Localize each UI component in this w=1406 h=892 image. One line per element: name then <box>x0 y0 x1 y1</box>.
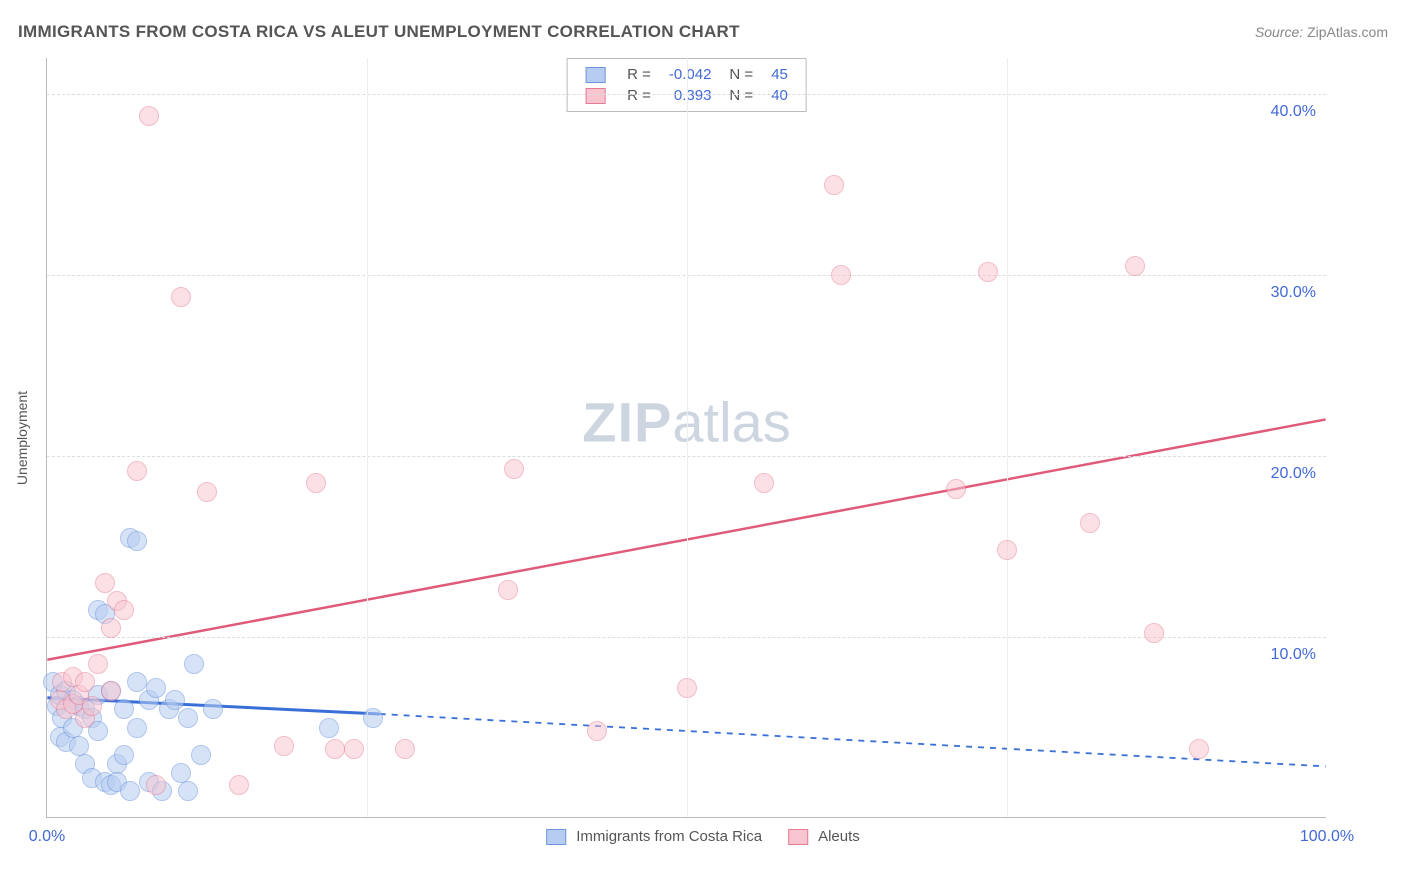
n-value: 45 <box>763 65 796 84</box>
x-tick-label: 100.0% <box>1300 828 1354 846</box>
vgrid-line <box>1007 58 1008 817</box>
data-point-aleuts <box>754 473 774 493</box>
data-point-aleuts <box>1189 739 1209 759</box>
data-point-costa_rica <box>114 745 134 765</box>
data-point-costa_rica <box>184 654 204 674</box>
data-point-aleuts <box>325 739 345 759</box>
data-point-aleuts <box>677 678 697 698</box>
n-label: N = <box>721 65 761 84</box>
source-credit: Source: ZipAtlas.com <box>1255 24 1388 40</box>
legend-item-aleuts: Aleuts <box>788 828 860 845</box>
data-point-aleuts <box>95 573 115 593</box>
data-point-aleuts <box>171 287 191 307</box>
legend-swatch <box>788 829 808 845</box>
data-point-aleuts <box>127 461 147 481</box>
data-point-aleuts <box>395 739 415 759</box>
data-point-aleuts <box>587 721 607 741</box>
y-tick-label: 10.0% <box>1271 646 1316 664</box>
legend-swatch <box>585 67 605 83</box>
data-point-costa_rica <box>319 718 339 738</box>
data-point-aleuts <box>82 696 102 716</box>
data-point-costa_rica <box>127 672 147 692</box>
data-point-aleuts <box>946 479 966 499</box>
data-point-aleuts <box>274 736 294 756</box>
r-label: R = <box>619 86 659 105</box>
data-point-aleuts <box>229 775 249 795</box>
watermark-zip: ZIP <box>582 391 672 454</box>
data-point-aleuts <box>997 540 1017 560</box>
data-point-aleuts <box>197 482 217 502</box>
y-axis-title: Unemployment <box>14 391 30 485</box>
data-point-aleuts <box>344 739 364 759</box>
plot-area: ZIPatlas R =-0.042N =45 R =0.393N =40 10.… <box>46 58 1326 818</box>
data-point-costa_rica <box>127 531 147 551</box>
vgrid-line <box>367 58 368 817</box>
data-point-aleuts <box>75 672 95 692</box>
data-point-costa_rica <box>165 690 185 710</box>
y-tick-label: 30.0% <box>1271 284 1316 302</box>
data-point-costa_rica <box>203 699 223 719</box>
data-point-costa_rica <box>120 781 140 801</box>
data-point-costa_rica <box>191 745 211 765</box>
data-point-costa_rica <box>178 708 198 728</box>
series-legend: Immigrants from Costa Rica Aleuts <box>546 828 860 845</box>
title-bar: IMMIGRANTS FROM COSTA RICA VS ALEUT UNEM… <box>18 22 1388 42</box>
data-point-costa_rica <box>171 763 191 783</box>
data-point-costa_rica <box>178 781 198 801</box>
legend-swatch <box>585 88 605 104</box>
n-label: N = <box>721 86 761 105</box>
n-value: 40 <box>763 86 796 105</box>
data-point-aleuts <box>1080 513 1100 533</box>
data-point-costa_rica <box>127 718 147 738</box>
data-point-aleuts <box>498 580 518 600</box>
watermark-atlas: atlas <box>672 391 790 454</box>
data-point-aleuts <box>101 618 121 638</box>
source-name: ZipAtlas.com <box>1307 24 1388 40</box>
data-point-aleuts <box>824 175 844 195</box>
data-point-costa_rica <box>69 736 89 756</box>
r-label: R = <box>619 65 659 84</box>
legend-label: Immigrants from Costa Rica <box>576 828 762 845</box>
data-point-aleuts <box>831 265 851 285</box>
data-point-aleuts <box>101 681 121 701</box>
data-point-aleuts <box>114 600 134 620</box>
legend-label: Aleuts <box>818 828 860 845</box>
r-value: 0.393 <box>661 86 720 105</box>
y-tick-label: 20.0% <box>1271 465 1316 483</box>
r-value: -0.042 <box>661 65 720 84</box>
data-point-aleuts <box>146 775 166 795</box>
trend-line <box>380 714 1326 766</box>
data-point-aleuts <box>978 262 998 282</box>
data-point-costa_rica <box>146 678 166 698</box>
data-point-costa_rica <box>363 708 383 728</box>
data-point-aleuts <box>504 459 524 479</box>
data-point-costa_rica <box>114 699 134 719</box>
y-tick-label: 40.0% <box>1271 103 1316 121</box>
source-label: Source: <box>1255 24 1303 40</box>
data-point-aleuts <box>306 473 326 493</box>
data-point-aleuts <box>88 654 108 674</box>
chart-title: IMMIGRANTS FROM COSTA RICA VS ALEUT UNEM… <box>18 22 740 42</box>
legend-item-costa_rica: Immigrants from Costa Rica <box>546 828 762 845</box>
legend-swatch <box>546 829 566 845</box>
data-point-aleuts <box>139 106 159 126</box>
vgrid-line <box>687 58 688 817</box>
data-point-aleuts <box>1125 256 1145 276</box>
data-point-aleuts <box>1144 623 1164 643</box>
x-tick-label: 0.0% <box>29 828 65 846</box>
